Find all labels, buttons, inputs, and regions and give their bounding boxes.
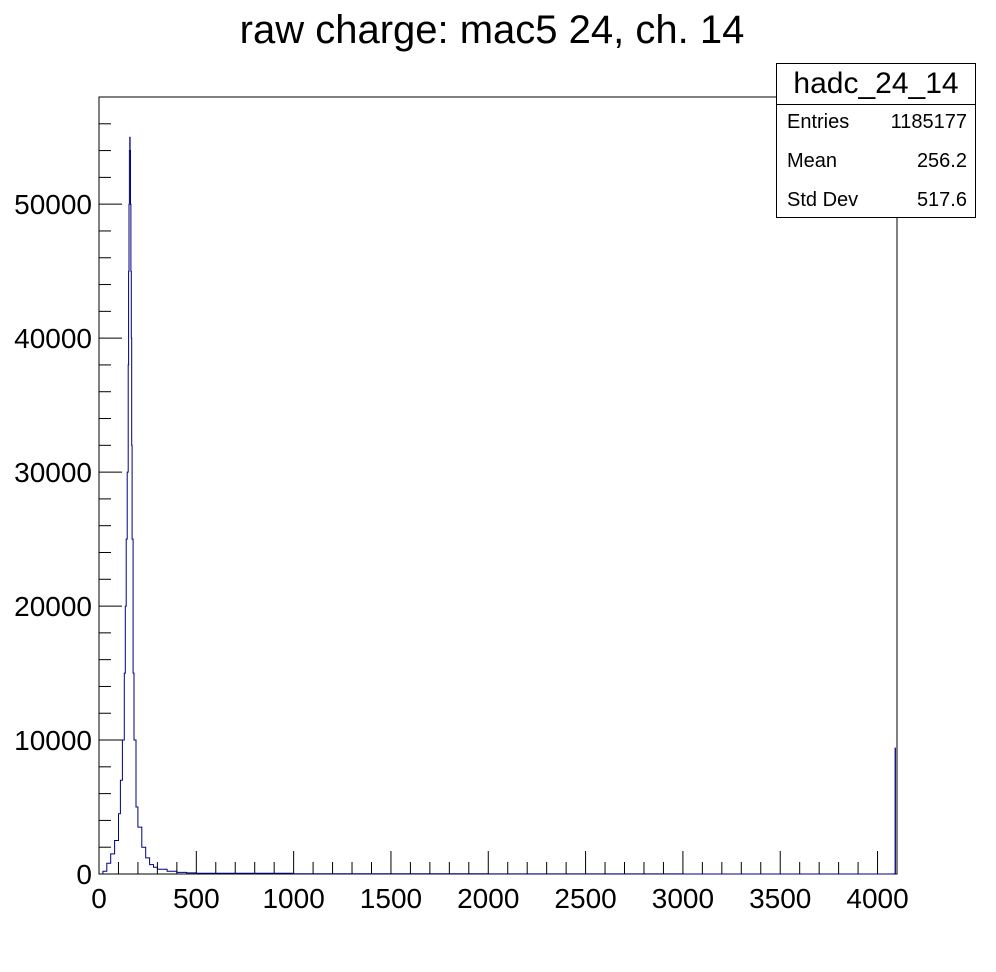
stats-label-entries: Entries: [787, 111, 850, 133]
stats-label-std-dev: Std Dev: [787, 189, 859, 211]
x-tick-label: 2000: [457, 883, 519, 914]
y-tick-label: 0: [76, 859, 92, 890]
stats-histogram-name: hadc_24_14: [777, 64, 975, 105]
stats-box: hadc_24_14 Entries 1185177 Mean 256.2 St…: [776, 63, 976, 218]
stats-value-mean: 256.2: [916, 150, 967, 172]
chart-title: raw charge: mac5 24, ch. 14: [239, 8, 745, 52]
y-tick-label: 50000: [14, 189, 92, 220]
stats-label-mean: Mean: [787, 150, 838, 172]
x-tick-label: 3500: [749, 883, 811, 914]
x-tick-label: 0: [91, 883, 107, 914]
stats-row-mean: Mean 256.2: [787, 146, 967, 176]
histogram-line: [99, 136, 897, 875]
stats-value-std-dev: 517.6: [916, 189, 967, 211]
stats-value-entries: 1185177: [890, 111, 967, 133]
x-tick-label: 1500: [360, 883, 422, 914]
y-tick-label: 40000: [14, 323, 92, 354]
stats-row-std-dev: Std Dev 517.6: [787, 185, 967, 215]
x-tick-label: 4000: [846, 883, 908, 914]
x-tick-label: 2500: [554, 883, 616, 914]
y-tick-label: 20000: [14, 591, 92, 622]
stats-row-entries: Entries 1185177: [787, 107, 967, 137]
x-tick-label: 1000: [262, 883, 324, 914]
x-tick-label: 3000: [652, 883, 714, 914]
y-tick-label: 10000: [14, 725, 92, 756]
x-tick-label: 500: [173, 883, 220, 914]
y-tick-label: 30000: [14, 457, 92, 488]
